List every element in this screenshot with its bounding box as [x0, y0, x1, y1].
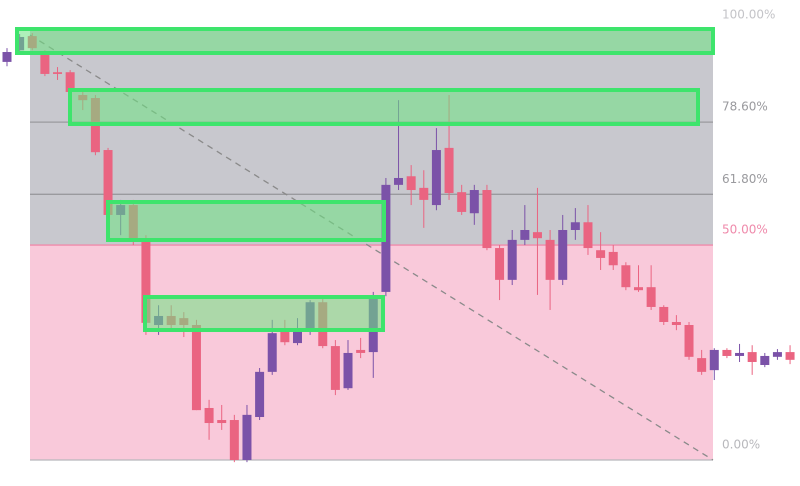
candle-body: [330, 346, 340, 390]
candle-body: [255, 371, 265, 418]
candle-body: [532, 232, 542, 239]
candle-body: [431, 150, 441, 206]
level-label: 78.60%: [722, 100, 768, 114]
candle-body: [495, 248, 505, 280]
fib-levels: 100.00% 78.60% 61.80% 50.00% 0.00%: [30, 8, 775, 461]
candle-body: [469, 190, 479, 214]
candle-body: [65, 72, 75, 92]
candle-body: [394, 177, 404, 185]
level-label: 50.00%: [722, 223, 768, 237]
candle-body: [608, 251, 618, 266]
highlight-box: [68, 88, 700, 126]
highlight-box: [106, 200, 386, 242]
level-label: 100.00%: [722, 8, 775, 22]
candle-body: [280, 330, 290, 343]
candle-body: [356, 349, 366, 353]
candle-body: [760, 355, 770, 365]
candle-body: [697, 358, 707, 372]
candle-body: [507, 239, 517, 280]
candle-body: [457, 192, 467, 212]
candle-body: [735, 352, 745, 356]
candle-body: [772, 352, 782, 357]
candle-body: [482, 190, 492, 249]
candle-body: [191, 325, 201, 411]
candle-body: [583, 222, 593, 249]
candle-body: [722, 349, 732, 356]
candle-body: [684, 325, 694, 357]
highlight-box: [143, 295, 385, 332]
candle-body: [709, 349, 719, 371]
level-label: 61.80%: [722, 172, 768, 186]
candle-body: [419, 187, 429, 200]
candle-body: [40, 55, 50, 74]
candle-body: [520, 230, 530, 240]
zone: [30, 245, 713, 460]
candle-body: [671, 322, 681, 326]
candle-body: [659, 306, 669, 322]
candle-body: [229, 420, 239, 460]
candle-body: [267, 333, 277, 372]
candle-body: [646, 287, 656, 307]
candle-body: [204, 407, 214, 424]
candle-body: [747, 352, 757, 362]
highlight-boxes: [15, 27, 715, 332]
candle-body: [558, 230, 568, 280]
candle-body: [141, 239, 151, 323]
candle-body: [103, 150, 113, 215]
candle-body: [53, 72, 63, 74]
level-label: 0.00%: [722, 438, 760, 452]
candle-body: [545, 239, 555, 280]
candle-body: [444, 147, 454, 194]
candle-body: [292, 330, 302, 344]
candle-body: [570, 222, 580, 230]
candle-body: [406, 176, 416, 191]
candle-body: [596, 250, 606, 258]
candle-body: [621, 265, 631, 288]
candle-body: [785, 352, 795, 360]
candle-body: [2, 52, 12, 62]
candle-body: [217, 420, 227, 424]
candle-body: [634, 287, 643, 291]
candle-body: [343, 352, 353, 389]
candle-body: [242, 414, 252, 460]
highlight-box: [15, 27, 715, 55]
